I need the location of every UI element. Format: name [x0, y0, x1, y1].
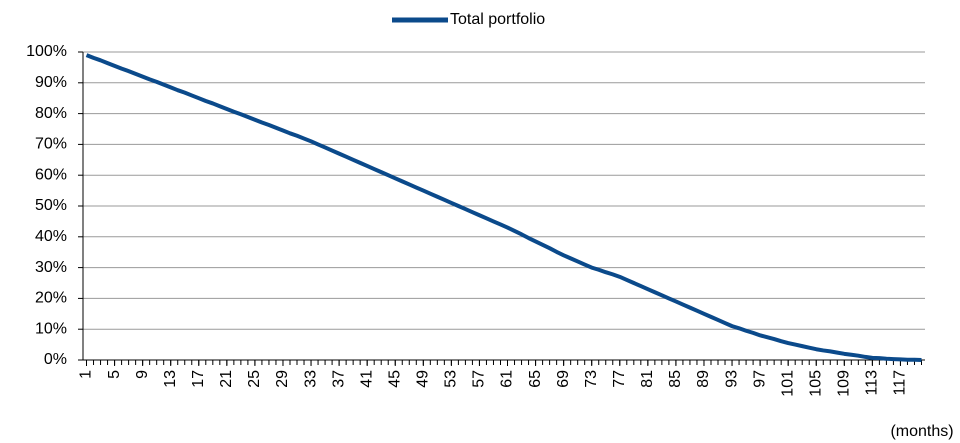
x-tick-label: 45 — [386, 370, 403, 388]
x-tick-label: 93 — [723, 370, 740, 388]
y-tick-label: 70% — [35, 136, 67, 153]
x-tick-label: 97 — [751, 370, 768, 388]
y-tick-label: 40% — [35, 228, 67, 245]
x-tick-label: 49 — [415, 370, 432, 388]
y-tick-label: 30% — [35, 259, 67, 276]
x-tick-label: 57 — [471, 370, 488, 388]
x-tick-label: 29 — [274, 370, 291, 388]
x-tick-label: 1 — [78, 370, 95, 379]
y-tick-label: 100% — [26, 43, 67, 60]
x-tick-label: 17 — [190, 370, 207, 388]
y-tick-label: 60% — [35, 166, 67, 183]
x-tick-label: 85 — [667, 370, 684, 388]
x-tick-label: 89 — [695, 370, 712, 388]
x-tick-label: 41 — [358, 370, 375, 388]
y-tick-label: 10% — [35, 320, 67, 337]
y-tick-label: 80% — [35, 105, 67, 122]
x-axis-label: (months) — [890, 423, 953, 440]
x-tick-label: 73 — [583, 370, 600, 388]
x-tick-label: 109 — [836, 370, 853, 397]
data-line — [85, 53, 922, 362]
y-tick-label: 0% — [44, 351, 67, 368]
x-tick-label: 101 — [779, 370, 796, 397]
x-tick-label: 113 — [864, 370, 881, 396]
x-tick-label: 37 — [330, 370, 347, 388]
x-tick-label: 25 — [246, 370, 263, 388]
x-tick-label: 69 — [555, 370, 572, 388]
x-tick-label: 21 — [218, 370, 235, 388]
x-tick-label: 61 — [499, 370, 516, 388]
x-tick-label: 13 — [162, 370, 179, 388]
x-tick-label: 9 — [134, 370, 151, 379]
y-tick-label: 90% — [35, 74, 67, 91]
x-tick-label: 77 — [611, 370, 628, 388]
x-tick-label: 81 — [639, 370, 656, 388]
x-tick-label: 53 — [443, 370, 460, 388]
legend-label: Total portfolio — [450, 11, 545, 28]
x-tick-label: 5 — [106, 370, 123, 379]
x-tick-label: 33 — [302, 370, 319, 388]
y-tick-label: 50% — [35, 197, 67, 214]
x-tick-label: 65 — [527, 370, 544, 388]
x-tick-label: 105 — [807, 370, 824, 397]
y-tick-label: 20% — [35, 290, 67, 307]
x-tick-label: 117 — [892, 370, 909, 396]
